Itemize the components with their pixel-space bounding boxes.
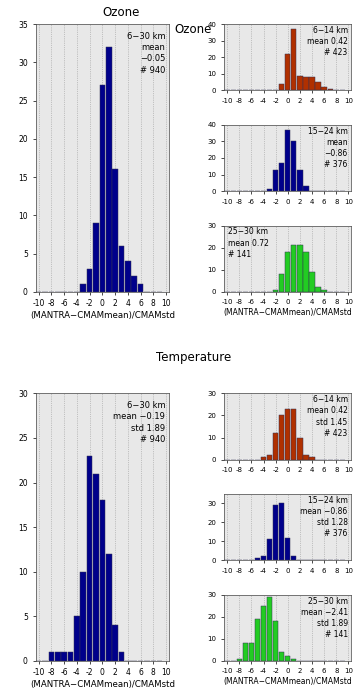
X-axis label: (MANTRA−CMAMmean)/CMAMstd: (MANTRA−CMAMmean)/CMAMstd (30, 311, 175, 320)
Bar (291, 556, 296, 561)
Bar (279, 415, 284, 459)
Bar (99, 85, 105, 292)
Bar (112, 625, 118, 661)
Bar (297, 75, 302, 91)
Bar (112, 170, 118, 292)
Text: Ozone: Ozone (102, 6, 140, 19)
Bar (125, 261, 131, 292)
Bar (106, 47, 111, 292)
Bar (249, 643, 254, 661)
Text: 6−30 km
mean
−0.05
# 940: 6−30 km mean −0.05 # 940 (127, 33, 165, 75)
Bar (236, 659, 242, 661)
Bar (261, 457, 266, 459)
Text: 6−14 km
mean 0.42
# 423: 6−14 km mean 0.42 # 423 (307, 26, 348, 57)
Bar (87, 456, 92, 661)
Bar (273, 505, 278, 561)
Bar (99, 500, 105, 661)
Text: 25−30 km
mean −2.41
std 1.89
# 141: 25−30 km mean −2.41 std 1.89 # 141 (300, 597, 348, 639)
Bar (267, 539, 272, 561)
Bar (273, 289, 278, 292)
Bar (81, 572, 86, 661)
X-axis label: (MANTRA−CMAMmean)/CMAMstd: (MANTRA−CMAMmean)/CMAMstd (30, 680, 175, 689)
Bar (61, 652, 67, 661)
Bar (279, 274, 284, 292)
Bar (273, 621, 278, 661)
Bar (106, 554, 111, 661)
Bar (242, 643, 248, 661)
Bar (285, 54, 290, 91)
Bar (322, 289, 327, 292)
Bar (93, 473, 99, 661)
Bar (119, 246, 124, 292)
Bar (285, 252, 290, 292)
Bar (55, 652, 61, 661)
Bar (285, 130, 290, 191)
Bar (303, 186, 308, 191)
Bar (131, 276, 137, 292)
Bar (316, 287, 321, 292)
Bar (309, 272, 315, 292)
Bar (93, 223, 99, 292)
Bar (285, 538, 290, 561)
Bar (279, 84, 284, 91)
Text: 6−14 km
mean 0.42
std 1.45
# 423: 6−14 km mean 0.42 std 1.45 # 423 (307, 395, 348, 437)
Bar (273, 170, 278, 191)
Bar (291, 246, 296, 292)
Text: 25−30 km
mean 0.72
# 141: 25−30 km mean 0.72 # 141 (228, 228, 269, 259)
X-axis label: (MANTRA−CMAMmean)/CMAMstd: (MANTRA−CMAMmean)/CMAMstd (223, 677, 352, 686)
Bar (81, 284, 86, 292)
Text: 15−24 km
mean
−0.86
# 376: 15−24 km mean −0.86 # 376 (308, 127, 348, 169)
Bar (261, 606, 266, 661)
Bar (255, 619, 260, 661)
Bar (279, 163, 284, 191)
Bar (267, 190, 272, 191)
Bar (49, 652, 54, 661)
Text: Temperature: Temperature (156, 351, 231, 364)
Bar (309, 457, 315, 459)
Bar (279, 504, 284, 561)
Bar (285, 657, 290, 661)
Bar (316, 82, 321, 91)
Bar (273, 433, 278, 459)
Bar (297, 437, 302, 459)
Bar (267, 597, 272, 661)
Bar (303, 78, 308, 91)
Bar (255, 558, 260, 561)
Bar (297, 246, 302, 292)
Bar (285, 409, 290, 459)
Bar (87, 268, 92, 292)
Bar (309, 78, 315, 91)
Bar (291, 659, 296, 661)
X-axis label: (MANTRA−CMAMmean)/CMAMstd: (MANTRA−CMAMmean)/CMAMstd (223, 308, 352, 317)
Bar (297, 170, 302, 191)
Bar (303, 455, 308, 459)
Bar (322, 87, 327, 91)
Bar (291, 29, 296, 91)
Bar (74, 617, 80, 661)
Bar (291, 409, 296, 459)
Bar (267, 455, 272, 459)
Text: 6−30 km
mean −0.19
std 1.89
# 940: 6−30 km mean −0.19 std 1.89 # 940 (113, 401, 165, 444)
Text: 15−24 km
mean −0.86
std 1.28
# 376: 15−24 km mean −0.86 std 1.28 # 376 (300, 496, 348, 538)
Bar (138, 284, 143, 292)
Bar (291, 141, 296, 191)
Bar (68, 652, 73, 661)
Bar (119, 652, 124, 661)
Text: Ozone: Ozone (175, 23, 212, 36)
Bar (261, 556, 266, 561)
Bar (328, 89, 333, 91)
Bar (303, 252, 308, 292)
Bar (279, 652, 284, 661)
